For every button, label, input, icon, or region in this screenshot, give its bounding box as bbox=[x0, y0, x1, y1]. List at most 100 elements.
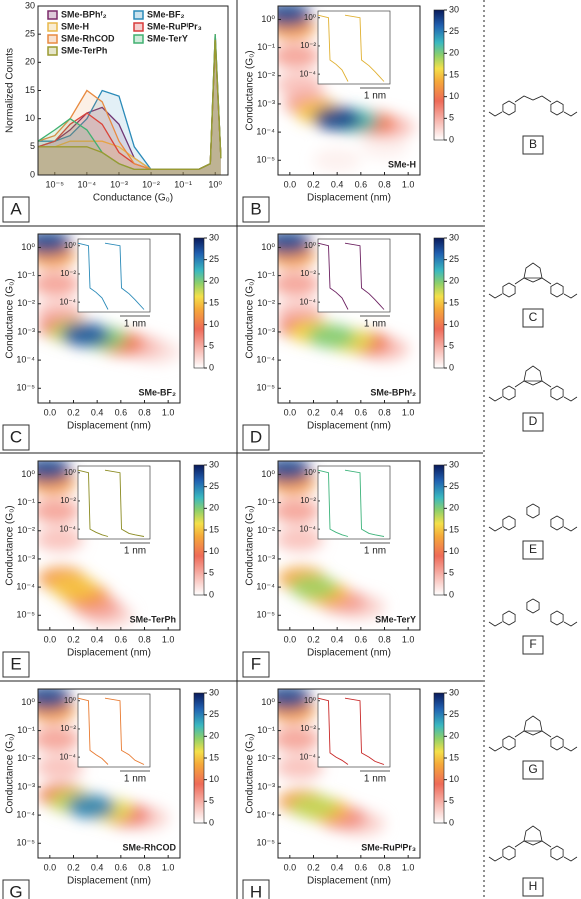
colorbar bbox=[193, 237, 205, 369]
y-tick-label: 10⁻⁴ bbox=[256, 581, 275, 591]
chelate-ring bbox=[523, 262, 543, 279]
x-tick-label: 1.0 bbox=[402, 862, 415, 872]
x-tick-label: 0.8 bbox=[138, 407, 151, 417]
structure-label-box bbox=[522, 635, 544, 655]
density-cell bbox=[38, 499, 80, 524]
molecule bbox=[488, 365, 578, 402]
density bbox=[278, 6, 415, 173]
x-tick-label: 0.2 bbox=[307, 407, 320, 417]
ring bbox=[550, 282, 564, 298]
colorbar-tick-label: 15 bbox=[449, 752, 459, 762]
bond bbox=[563, 293, 578, 299]
density-cell bbox=[278, 6, 312, 27]
y-tick-label: 10⁰ bbox=[261, 14, 275, 24]
inset-trace bbox=[317, 697, 349, 765]
colorbar-tick-label: 30 bbox=[449, 4, 459, 14]
y-tick-label: 10⁰ bbox=[261, 697, 275, 707]
plot-frame bbox=[37, 688, 181, 859]
colorbar-tick-label: 0 bbox=[209, 362, 214, 372]
x-tick-label: 1.0 bbox=[162, 634, 175, 644]
structure-label-box bbox=[522, 412, 544, 432]
colorbar-tick-label: 30 bbox=[449, 459, 459, 469]
panel-title: SMe-BPhᶠ₂ bbox=[370, 387, 416, 397]
inset-tick-label: 10⁻² bbox=[300, 41, 316, 50]
structure-label-box bbox=[522, 540, 544, 560]
colorbar-tick-label: 5 bbox=[209, 341, 214, 351]
density-blur bbox=[278, 6, 415, 173]
inset-tick-label: 10⁻⁴ bbox=[299, 752, 316, 761]
x-tick-label: 1.0 bbox=[162, 862, 175, 872]
ring bbox=[502, 282, 516, 298]
ring bbox=[502, 735, 516, 751]
y-tick-label: 10⁻³ bbox=[257, 553, 275, 563]
x-tick-label: 0.4 bbox=[331, 407, 344, 417]
legend-label: SMe-H bbox=[61, 21, 89, 31]
bond bbox=[488, 111, 503, 117]
bond bbox=[563, 856, 578, 862]
y-tick-label: 10⁰ bbox=[21, 469, 35, 479]
y-tick-label: 10⁻³ bbox=[257, 326, 275, 336]
x-tick-label: 0.2 bbox=[307, 634, 320, 644]
y-tick-label: 10⁻⁴ bbox=[16, 581, 35, 591]
x-tick-label: 1.0 bbox=[402, 634, 415, 644]
panel-title: SMe-TerY bbox=[375, 614, 416, 624]
y-tick-label: 10⁻² bbox=[257, 298, 275, 308]
x-tick-label: 0.0 bbox=[44, 862, 57, 872]
y-tick-label: 10⁻⁴ bbox=[16, 809, 35, 819]
x-tick-label: 0.8 bbox=[378, 407, 391, 417]
panel-letter: F bbox=[251, 654, 261, 673]
bond bbox=[488, 621, 503, 627]
bond bbox=[514, 730, 552, 738]
panel-title: SMe-RuPⁱPr₃ bbox=[361, 841, 416, 852]
x-tick-label: 0.2 bbox=[67, 634, 80, 644]
density-cell bbox=[38, 727, 80, 752]
y-tick-label: 10⁻⁴ bbox=[256, 809, 275, 819]
inset-trace bbox=[77, 469, 109, 537]
series-area bbox=[38, 34, 221, 175]
inset-tick-label: 10⁻² bbox=[300, 269, 316, 278]
scale-bar-label: 1 nm bbox=[124, 319, 146, 330]
x-tick-label: 10⁻³ bbox=[110, 179, 128, 189]
x-tick-label: 0.2 bbox=[307, 179, 320, 189]
legend-label: SMe-BF₂ bbox=[147, 9, 185, 19]
series-line bbox=[38, 39, 222, 171]
x-tick-label: 0.6 bbox=[115, 862, 128, 872]
y-tick-label: 20 bbox=[25, 57, 35, 67]
colorbar bbox=[433, 464, 445, 596]
ring bbox=[502, 100, 516, 116]
colorbar-tick-label: 30 bbox=[449, 232, 459, 242]
y-tick-label: 10⁻² bbox=[257, 525, 275, 535]
density-cell bbox=[38, 689, 72, 710]
colorbar-tick-label: 20 bbox=[449, 503, 459, 513]
structure-label-box bbox=[522, 877, 544, 897]
bond bbox=[514, 840, 552, 848]
colorbar-tick-label: 20 bbox=[209, 276, 219, 286]
y-tick-label: 25 bbox=[25, 29, 35, 39]
y-tick-label: 10⁰ bbox=[21, 242, 35, 252]
colorbar-tick-label: 20 bbox=[209, 503, 219, 513]
ring bbox=[550, 735, 564, 751]
x-tick-label: 10⁻¹ bbox=[174, 179, 192, 189]
inset-trace bbox=[344, 697, 385, 765]
y-tick-label: 10⁻³ bbox=[257, 98, 275, 108]
x-tick-label: 0.2 bbox=[67, 862, 80, 872]
x-tick-label: 0.8 bbox=[378, 862, 391, 872]
molecule bbox=[488, 598, 578, 627]
x-tick-label: 0.0 bbox=[44, 407, 57, 417]
density-blur bbox=[38, 234, 180, 364]
x-tick-label: 0.8 bbox=[138, 862, 151, 872]
legend-swatch bbox=[133, 34, 144, 44]
y-tick-label: 10⁻⁴ bbox=[256, 354, 275, 364]
structure-label: G bbox=[528, 762, 537, 776]
colorbar-tick-label: 20 bbox=[449, 731, 459, 741]
legend-label: SMe-RhCOD bbox=[61, 33, 115, 43]
y-tick-label: 10⁻⁵ bbox=[17, 383, 36, 393]
colorbar-tick-label: 10 bbox=[449, 91, 459, 101]
density-cell bbox=[278, 461, 312, 482]
y-tick-label: 10⁻² bbox=[257, 753, 275, 763]
legend-swatch bbox=[47, 34, 58, 44]
bond bbox=[563, 396, 578, 402]
inset-trace bbox=[104, 469, 145, 537]
chelate-ring bbox=[523, 825, 543, 842]
colorbar-tick-label: 10 bbox=[449, 319, 459, 329]
